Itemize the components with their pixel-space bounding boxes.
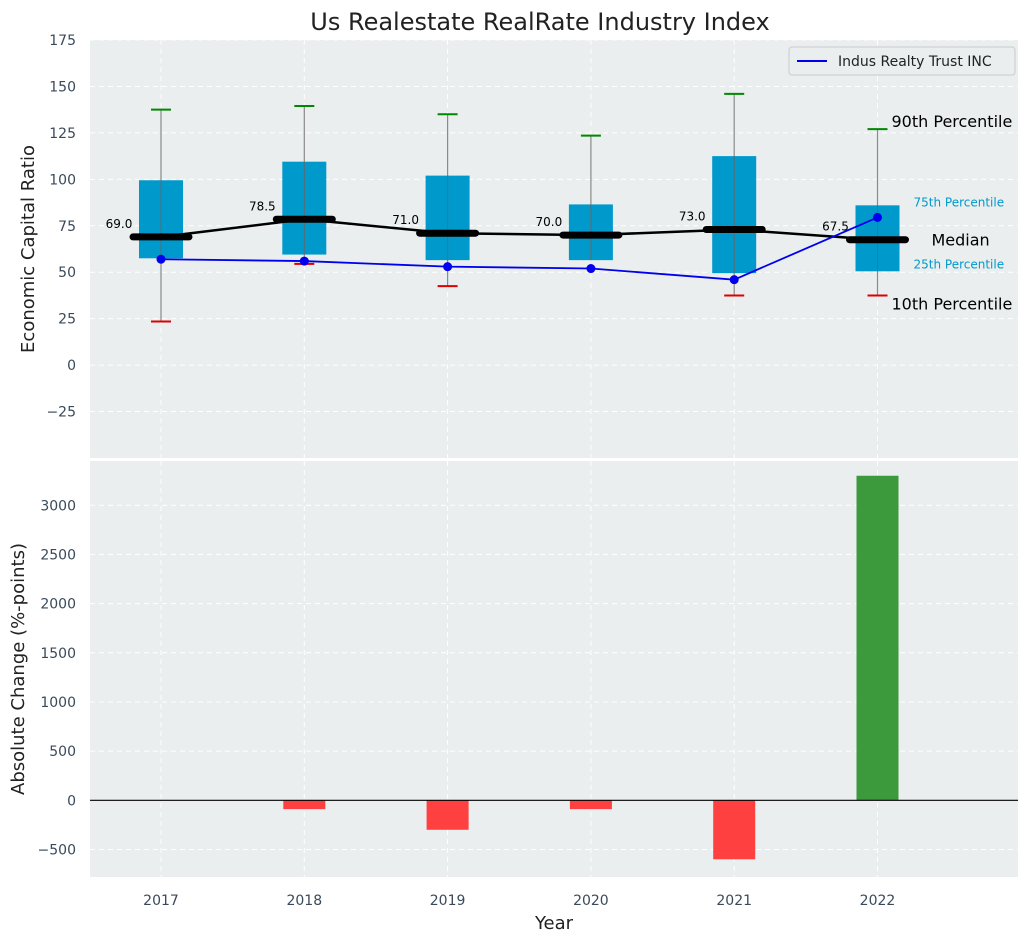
series-line [160, 216, 878, 281]
annotation-p75: 75th Percentile [914, 195, 1005, 209]
bottom-y-ticks: −500 0 500 1000 1500 2000 2500 3000 [38, 498, 76, 858]
y-tick-label: 1500 [40, 646, 76, 662]
median-value-label: 71.0 [392, 213, 419, 227]
top-y-axis-label: Economic Capital Ratio [18, 145, 39, 353]
bottom-y-axis-label: Absolute Change (%-points) [8, 543, 29, 795]
x-axis-label: Year [534, 913, 574, 934]
y-tick-label: −500 [38, 842, 76, 858]
x-ticks: 2017 2018 2019 2020 2021 2022 [143, 893, 895, 909]
annotation-p90: 90th Percentile [892, 112, 1013, 131]
y-tick-label: 75 [58, 219, 76, 235]
series-line-group [156, 212, 882, 285]
legend-box [788, 46, 1016, 76]
median-value-label: 73.0 [679, 209, 706, 223]
series-point [586, 264, 596, 274]
legend-label: Indus Realty Trust INC [838, 54, 992, 70]
annotation-median: Median [932, 231, 990, 250]
median-line-group: 69.0 78.5 71.0 70.0 73.0 67.5 [106, 199, 909, 244]
change-bar [569, 800, 612, 810]
y-tick-label: 175 [49, 33, 76, 49]
y-tick-label: 100 [49, 172, 76, 188]
box-group [139, 92, 900, 323]
median-value-label: 70.0 [536, 215, 563, 229]
change-bar [713, 800, 756, 860]
x-tick-label: 2018 [286, 893, 322, 909]
legend: Indus Realty Trust INC [788, 46, 1016, 76]
y-tick-label: 150 [49, 79, 76, 95]
x-tick-label: 2021 [716, 893, 752, 909]
x-tick-label: 2022 [860, 893, 896, 909]
change-bar [856, 475, 899, 801]
y-tick-label: 3000 [40, 498, 76, 514]
series-point [299, 256, 309, 266]
y-tick-label: 500 [49, 744, 76, 760]
y-tick-label: 25 [58, 312, 76, 328]
y-tick-label: 125 [49, 126, 76, 142]
bar-group [283, 475, 899, 860]
x-tick-label: 2019 [430, 893, 466, 909]
y-tick-label: 1000 [40, 695, 76, 711]
median-value-label: 78.5 [249, 199, 276, 213]
series-point [156, 254, 166, 264]
series-point [443, 262, 453, 272]
y-tick-label: 50 [58, 265, 76, 281]
median-value-label: 67.5 [822, 220, 849, 234]
x-tick-label: 2017 [143, 893, 179, 909]
top-y-ticks: −25 0 25 50 75 100 125 150 175 [46, 33, 76, 421]
y-tick-label: 2000 [40, 597, 76, 613]
percentile-annotations: 90th Percentile 75th Percentile Median 25th… [892, 112, 1013, 313]
series-point [729, 275, 739, 285]
change-bar [426, 800, 469, 830]
annotation-p10: 10th Percentile [892, 294, 1013, 313]
y-tick-label: 0 [67, 358, 76, 374]
annotation-p25: 25th Percentile [914, 257, 1005, 271]
median-value-label: 69.0 [106, 217, 133, 231]
y-tick-label: 2500 [40, 547, 76, 563]
x-tick-label: 2020 [573, 893, 609, 909]
chart-title: Us Realestate RealRate Industry Index [310, 8, 769, 36]
series-point [873, 212, 882, 222]
change-bar [283, 800, 326, 810]
y-tick-label: 0 [67, 793, 76, 809]
y-tick-label: −25 [46, 405, 76, 421]
